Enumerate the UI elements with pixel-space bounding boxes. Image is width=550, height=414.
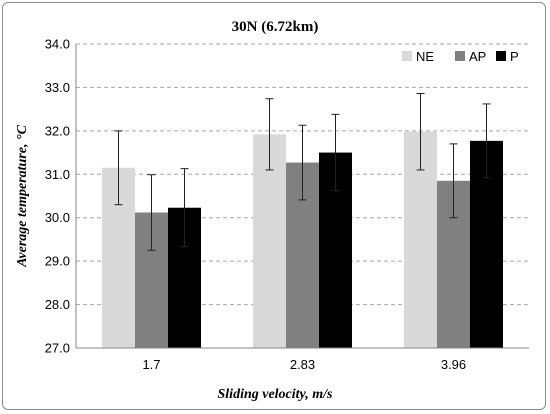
error-bars	[114, 93, 491, 251]
y-tick-label: 30.0	[45, 210, 70, 225]
y-tick-label: 33.0	[45, 80, 70, 95]
legend-swatch-ne	[402, 51, 412, 61]
y-tick-label: 28.0	[45, 297, 70, 312]
y-tick-label: 31.0	[45, 167, 70, 182]
legend-label-p: P	[510, 49, 519, 64]
legend-swatch-ap	[455, 51, 465, 61]
x-tick-label: 1.7	[142, 357, 160, 372]
y-tick-label: 27.0	[45, 341, 70, 356]
x-tick-label: 2.83	[290, 357, 315, 372]
legend-label-ne: NE	[416, 49, 434, 64]
legend-label-ap: AP	[469, 49, 486, 64]
y-tick-label: 29.0	[45, 254, 70, 269]
y-tick-label: 34.0	[45, 37, 70, 52]
legend-swatch-p	[496, 51, 506, 61]
axes: 27.0 28.0 29.0 30.0 31.0 32.0 33.0 34.0 1.7 2.83 3…	[45, 37, 529, 372]
x-tick-label: 3.96	[441, 357, 466, 372]
chart-title: 30N (6.72km)	[232, 19, 319, 35]
y-tick-label: 32.0	[45, 123, 70, 138]
y-axis-title: Average temperature, °C	[15, 124, 30, 267]
legend: NE AP P	[402, 49, 519, 64]
x-axis-title: Sliding velocity, m/s	[218, 387, 334, 402]
